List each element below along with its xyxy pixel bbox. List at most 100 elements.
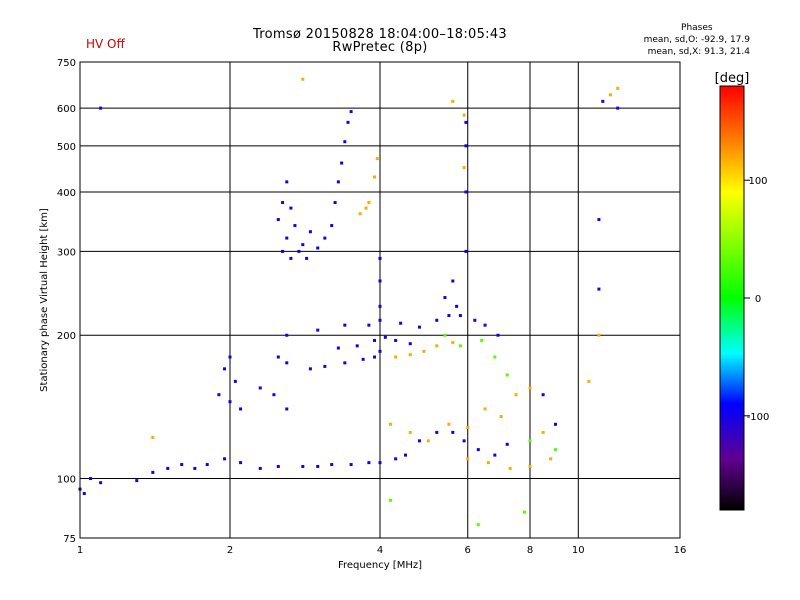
data-point bbox=[455, 304, 459, 308]
data-point bbox=[285, 236, 289, 240]
data-point bbox=[403, 453, 407, 457]
data-point bbox=[228, 400, 232, 404]
data-point bbox=[343, 140, 347, 144]
x-tick-label: 10 bbox=[572, 545, 585, 556]
data-point bbox=[408, 353, 412, 357]
data-point bbox=[308, 367, 312, 371]
stats-title: Phases bbox=[681, 23, 713, 33]
y-axis: 75 100 200 300 400 500 600 750 bbox=[57, 58, 76, 545]
data-point bbox=[301, 464, 305, 468]
data-point bbox=[330, 463, 334, 467]
data-point bbox=[82, 492, 86, 496]
data-point bbox=[496, 333, 500, 337]
data-point bbox=[349, 110, 353, 114]
data-point bbox=[343, 361, 347, 365]
data-point bbox=[378, 461, 382, 465]
data-point bbox=[541, 430, 545, 434]
x-tick-label: 2 bbox=[227, 545, 233, 556]
colorbar-tick-label: 100 bbox=[748, 176, 767, 187]
data-point bbox=[289, 206, 293, 210]
data-point bbox=[549, 457, 553, 461]
data-point bbox=[451, 341, 455, 345]
data-point bbox=[343, 323, 347, 327]
data-point bbox=[333, 201, 337, 205]
data-point bbox=[336, 180, 340, 184]
data-point bbox=[451, 99, 455, 103]
data-point bbox=[597, 287, 601, 291]
data-point bbox=[293, 224, 297, 228]
data-point bbox=[505, 442, 509, 446]
data-point bbox=[499, 414, 503, 418]
colorbar-tick-label: 0 bbox=[755, 294, 761, 305]
data-point bbox=[408, 430, 412, 434]
data-point bbox=[451, 430, 455, 434]
data-point bbox=[323, 364, 327, 368]
y-tick-label: 200 bbox=[57, 331, 76, 342]
data-point bbox=[486, 461, 490, 465]
data-point bbox=[99, 106, 103, 110]
data-point bbox=[89, 477, 93, 481]
data-point bbox=[205, 463, 209, 467]
stats-line-o: mean, sd,O: -92.9, 17.9 bbox=[643, 35, 750, 45]
data-point bbox=[383, 335, 387, 339]
data-point bbox=[378, 256, 382, 260]
data-point bbox=[464, 144, 468, 148]
x-tick-label: 4 bbox=[377, 545, 383, 556]
data-point bbox=[523, 510, 527, 514]
plot-frame bbox=[79, 61, 681, 539]
data-point bbox=[228, 355, 232, 359]
y-tick-label: 750 bbox=[57, 58, 76, 69]
colorbar-label: [deg] bbox=[715, 71, 750, 86]
data-point bbox=[493, 355, 497, 359]
data-point bbox=[373, 338, 377, 342]
data-points bbox=[78, 77, 620, 527]
y-tick-label: 300 bbox=[57, 247, 76, 258]
data-point bbox=[276, 218, 280, 222]
data-point bbox=[378, 304, 382, 308]
data-point bbox=[346, 120, 350, 124]
data-point bbox=[601, 99, 605, 103]
x-tick-label: 8 bbox=[527, 545, 533, 556]
data-point bbox=[373, 175, 377, 179]
data-point bbox=[447, 314, 451, 318]
data-point bbox=[301, 243, 305, 247]
data-point bbox=[476, 523, 480, 527]
data-point bbox=[528, 439, 532, 443]
data-point bbox=[340, 161, 344, 165]
data-point bbox=[483, 407, 487, 411]
data-point bbox=[505, 373, 509, 377]
data-point bbox=[316, 464, 320, 468]
data-point bbox=[378, 349, 382, 353]
data-point bbox=[466, 457, 470, 461]
y-tick-label: 400 bbox=[57, 188, 76, 199]
data-point bbox=[285, 407, 289, 411]
data-point bbox=[375, 157, 379, 161]
data-point bbox=[608, 93, 612, 97]
data-point bbox=[258, 386, 262, 390]
data-point bbox=[443, 333, 447, 337]
data-point bbox=[367, 201, 371, 205]
data-point bbox=[378, 318, 382, 322]
data-point bbox=[466, 425, 470, 429]
data-point bbox=[323, 236, 327, 240]
data-point bbox=[417, 439, 421, 443]
grid bbox=[80, 62, 680, 538]
data-point bbox=[389, 498, 393, 502]
data-point bbox=[616, 106, 620, 110]
data-point bbox=[285, 333, 289, 337]
data-point bbox=[316, 246, 320, 250]
data-point bbox=[528, 386, 532, 390]
data-point bbox=[233, 379, 237, 383]
data-point bbox=[597, 218, 601, 222]
data-point bbox=[373, 355, 377, 359]
data-point bbox=[378, 279, 382, 283]
data-point bbox=[508, 466, 512, 470]
data-point bbox=[367, 323, 371, 327]
data-point bbox=[99, 481, 103, 485]
data-point bbox=[217, 393, 221, 397]
hv-status: HV Off bbox=[86, 37, 125, 51]
data-point bbox=[394, 457, 398, 461]
data-point bbox=[483, 323, 487, 327]
data-point bbox=[462, 166, 466, 170]
